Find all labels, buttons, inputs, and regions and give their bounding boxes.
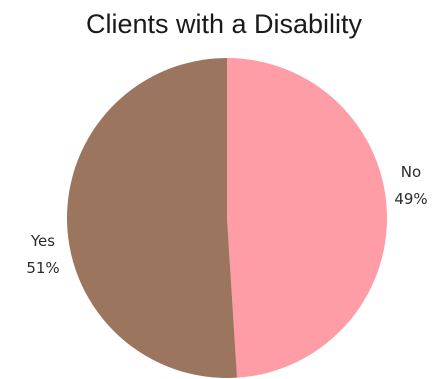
- pie-slice-yes: [67, 58, 238, 378]
- pie-slice-no: [227, 58, 388, 378]
- chart-title: Clients with a Disability: [85, 9, 363, 39]
- slice-percent-yes: 51%: [26, 259, 59, 277]
- slice-label-no: No: [401, 163, 421, 181]
- slice-percent-no: 49%: [394, 190, 427, 208]
- slice-label-yes: Yes: [30, 232, 55, 250]
